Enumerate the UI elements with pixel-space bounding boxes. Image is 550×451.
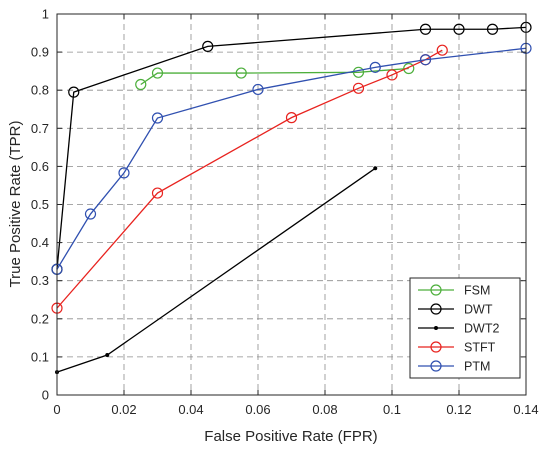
y-tick-label: 0 (42, 388, 49, 403)
data-point-ptm (419, 54, 432, 66)
y-axis: 0 0.1 0.2 0.3 0.4 0.5 0.6 0.7 0.8 0.9 1 (31, 7, 526, 403)
series-line-ptm (56, 47, 527, 270)
data-point-ptm (369, 61, 381, 73)
series-line-fsm (140, 67, 409, 86)
data-point-ptm (118, 167, 130, 179)
legend-item-dwt2: DWT2 (418, 322, 499, 336)
y-tick-label: 0.2 (31, 311, 49, 326)
grid-lines (57, 14, 526, 395)
data-point-fsm (235, 67, 247, 79)
legend-label: PTM (464, 360, 490, 374)
legend-marker (430, 284, 442, 296)
data-point-dwt (453, 23, 465, 35)
data-point-dwt2 (373, 166, 378, 171)
legend-label: DWT (464, 303, 493, 317)
x-tick-label: 0.1 (383, 402, 401, 417)
x-tick-label: 0 (53, 402, 60, 417)
legend-label: FSM (464, 284, 490, 298)
data-point-fsm (135, 78, 147, 91)
y-tick-label: 0.3 (31, 273, 49, 288)
y-tick-label: 0.1 (31, 349, 49, 364)
x-tick-label: 0.02 (111, 402, 136, 417)
legend-item-ptm: PTM (418, 360, 490, 374)
data-point-ptm (84, 208, 97, 220)
data-point-dwt (486, 23, 499, 35)
data-point-dwt2 (105, 352, 110, 357)
legend-item-dwt: DWT (418, 303, 493, 317)
y-tick-label: 0.8 (31, 83, 49, 98)
x-tick-label: 0.14 (513, 402, 538, 417)
series-line-dwt (56, 26, 527, 270)
data-point-stft (285, 112, 298, 124)
legend-item-stft: STFT (418, 341, 496, 355)
legend-marker (434, 326, 438, 330)
data-point-ptm (151, 112, 164, 124)
data-point-dwt (202, 40, 214, 52)
data-point-fsm (352, 66, 365, 78)
data-point-stft (436, 44, 448, 56)
data-point-stft (151, 187, 164, 199)
data-point-stft (352, 82, 365, 94)
data-point-fsm (151, 67, 164, 79)
y-axis-label: True Positive Rate (TPR) (7, 121, 24, 288)
y-tick-label: 0.6 (31, 159, 49, 174)
x-tick-label: 0.08 (312, 402, 337, 417)
y-tick-label: 0.4 (31, 235, 49, 250)
data-point-dwt (419, 23, 432, 35)
x-tick-label: 0.04 (178, 402, 203, 417)
x-tick-label: 0.06 (245, 402, 270, 417)
legend-marker (430, 360, 442, 372)
legend-label: DWT2 (464, 322, 499, 336)
data-point-dwt (68, 86, 80, 98)
data-point-ptm (252, 83, 264, 96)
x-axis-label: False Positive Rate (FPR) (204, 428, 377, 445)
series-fsm (135, 62, 415, 91)
legend-marker (430, 341, 442, 353)
legend-marker (430, 303, 442, 315)
x-tick-label: 0.12 (446, 402, 471, 417)
x-axis: 0 0.02 0.04 0.06 0.08 0.1 0.12 0.14 (53, 14, 539, 417)
data-point-stft (386, 69, 398, 81)
legend-item-fsm: FSM (418, 284, 490, 298)
legend: FSM DWT DWT2 STFT PTM (409, 277, 521, 379)
y-tick-label: 0.5 (31, 197, 49, 212)
legend-label: STFT (464, 341, 496, 355)
data-point-fsm (403, 62, 415, 75)
y-tick-label: 0.9 (31, 45, 49, 60)
y-tick-label: 0.7 (31, 121, 49, 136)
y-tick-label: 1 (42, 7, 49, 22)
